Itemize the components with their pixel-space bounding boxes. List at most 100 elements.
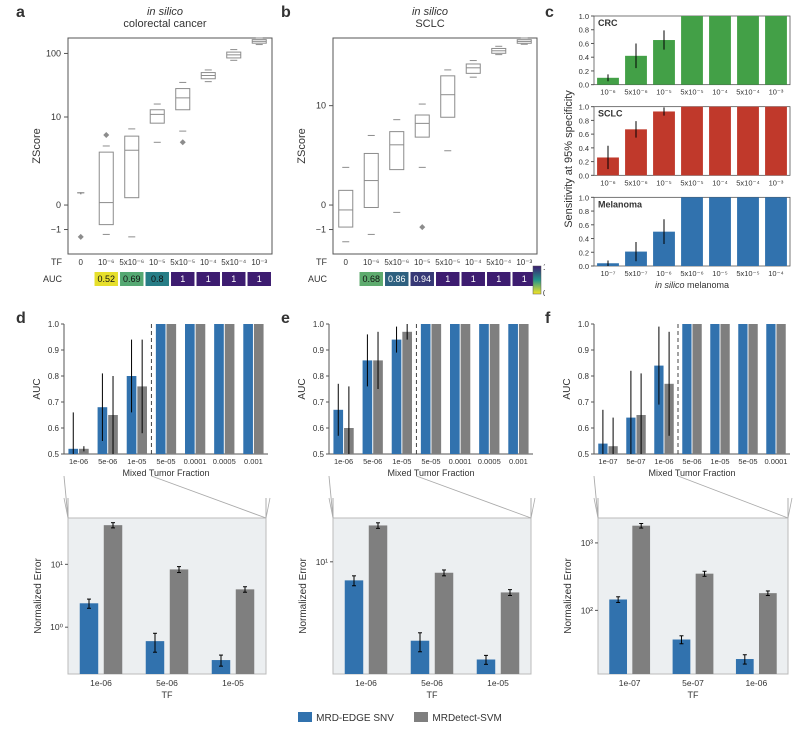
svg-text:10⁻³: 10⁻³ [516,258,532,267]
svg-text:Normalized Error: Normalized Error [563,558,574,634]
svg-text:10⁻⁵: 10⁻⁵ [149,258,165,267]
panel-label-d: d [16,310,26,328]
svg-text:0.8: 0.8 [313,372,325,381]
svg-text:5e-05: 5e-05 [156,457,175,466]
svg-text:10⁻⁶: 10⁻⁶ [98,258,114,267]
figure-root: a b c d e f in silicocolorectal cancer i… [0,0,800,734]
svg-text:−1: −1 [316,225,326,235]
svg-text:5x10⁻⁵: 5x10⁻⁵ [170,258,195,267]
svg-text:0: 0 [321,200,326,210]
svg-text:1e-07: 1e-07 [598,457,617,466]
svg-text:AUC: AUC [308,274,328,284]
svg-text:10⁻⁴: 10⁻⁴ [712,88,728,97]
svg-text:5x10⁻⁶: 5x10⁻⁶ [119,258,144,267]
legend-svn-swatch [298,712,312,722]
svg-text:0.94: 0.94 [413,274,431,284]
svg-text:0: 0 [56,200,61,210]
panel-d-bot-svg: 10⁰10¹Normalized Error1e-065e-061e-05TF [30,492,274,702]
svg-text:5x10⁻⁶: 5x10⁻⁶ [624,88,647,97]
svg-text:Mixed Tumor Fraction: Mixed Tumor Fraction [387,468,474,478]
svg-text:5x10⁻⁶: 5x10⁻⁶ [680,269,703,278]
svg-text:10: 10 [51,112,61,122]
panel-c-svg: Sensitivity at 95% specificity0.00.20.40… [560,10,796,308]
svg-text:5x10⁻⁵: 5x10⁻⁵ [736,269,759,278]
legend: MRD-EDGE SNV MRDetect-SVM [0,708,800,726]
svg-text:Sensitivity at 95% specificity: Sensitivity at 95% specificity [563,90,575,228]
svg-text:10⁻⁵: 10⁻⁵ [712,269,727,278]
svg-text:10¹: 10¹ [316,557,328,567]
svg-text:1.0: 1.0 [579,12,589,21]
svg-text:0.9: 0.9 [313,346,325,355]
svg-text:0.4: 0.4 [579,53,589,62]
svg-text:1e-06: 1e-06 [334,457,353,466]
svg-text:0.9: 0.9 [578,346,590,355]
svg-text:10⁻⁶: 10⁻⁶ [600,178,615,187]
svg-text:0.5: 0.5 [48,450,60,459]
panel-label-b: b [281,4,291,22]
svg-text:0.6: 0.6 [579,221,589,230]
svg-text:−1: −1 [51,225,61,235]
svg-text:10⁻⁶: 10⁻⁶ [600,88,615,97]
svg-text:0: 0 [344,258,349,267]
svg-text:0.5: 0.5 [543,289,545,298]
svg-text:5e-06: 5e-06 [98,457,117,466]
svg-text:1e-06: 1e-06 [355,678,377,688]
svg-text:5x10⁻⁵: 5x10⁻⁵ [680,88,703,97]
svg-text:10⁻⁶: 10⁻⁶ [656,269,671,278]
svg-text:0.69: 0.69 [123,274,141,284]
svg-text:10⁻⁵: 10⁻⁵ [656,178,671,187]
svg-text:5e-06: 5e-06 [682,457,701,466]
svg-text:5e-06: 5e-06 [156,678,178,688]
svg-text:10: 10 [316,101,326,111]
svg-text:1e-05: 1e-05 [487,678,509,688]
svg-text:10⁻⁵: 10⁻⁵ [656,88,671,97]
svg-text:SCLC: SCLC [598,109,623,119]
svg-text:1: 1 [257,274,262,284]
svg-text:0.9: 0.9 [48,346,60,355]
panel-f-bot-svg: 10²10³Normalized Error1e-075e-071e-06TF [560,492,796,702]
svg-text:TF: TF [688,690,699,700]
svg-text:0.8: 0.8 [151,274,164,284]
svg-text:0.8: 0.8 [48,372,60,381]
svg-text:10⁻⁴: 10⁻⁴ [712,178,728,187]
svg-text:1: 1 [231,274,236,284]
svg-text:1.0: 1.0 [313,320,325,329]
svg-text:0.7: 0.7 [48,398,60,407]
svg-text:ZScore: ZScore [296,128,308,163]
svg-text:Mixed Tumor Fraction: Mixed Tumor Fraction [648,468,735,478]
svg-text:1e-05: 1e-05 [222,678,244,688]
svg-text:0.52: 0.52 [97,274,115,284]
panel-label-e: e [281,310,290,328]
svg-text:0.2: 0.2 [579,67,589,76]
svg-text:TF: TF [162,690,173,700]
svg-text:1: 1 [445,274,450,284]
svg-text:5e-06: 5e-06 [363,457,382,466]
svg-text:0.0005: 0.0005 [478,457,501,466]
svg-text:5e-05: 5e-05 [738,457,757,466]
svg-text:5x10⁻⁵: 5x10⁻⁵ [680,178,703,187]
svg-text:5x10⁻⁴: 5x10⁻⁴ [221,258,247,267]
svg-text:100: 100 [46,48,61,58]
svg-text:0.6: 0.6 [313,424,325,433]
svg-text:1: 1 [471,274,476,284]
svg-text:0.8: 0.8 [579,26,589,35]
svg-text:0.001: 0.001 [244,457,263,466]
svg-text:0.6: 0.6 [48,424,60,433]
svg-text:in silico melanoma: in silico melanoma [655,280,729,290]
svg-text:1.0: 1.0 [579,103,589,112]
svg-text:5x10⁻⁴: 5x10⁻⁴ [736,178,759,187]
svg-text:1e-06: 1e-06 [69,457,88,466]
svg-text:0.001: 0.001 [509,457,528,466]
panel-a-title: in silicocolorectal cancer [65,6,265,30]
svg-text:5x10⁻⁴: 5x10⁻⁴ [486,258,512,267]
svg-text:Normalized Error: Normalized Error [298,558,309,634]
svg-text:0.0001: 0.0001 [765,457,788,466]
svg-text:0.68: 0.68 [362,274,380,284]
legend-svm-label: MRDetect-SVM [432,713,501,724]
svg-text:0: 0 [79,258,84,267]
svg-text:TF: TF [51,257,62,267]
svg-text:10⁻⁶: 10⁻⁶ [363,258,379,267]
svg-text:0.8: 0.8 [579,116,589,125]
svg-text:10⁻³: 10⁻³ [251,258,267,267]
svg-text:1.0: 1.0 [579,193,589,202]
